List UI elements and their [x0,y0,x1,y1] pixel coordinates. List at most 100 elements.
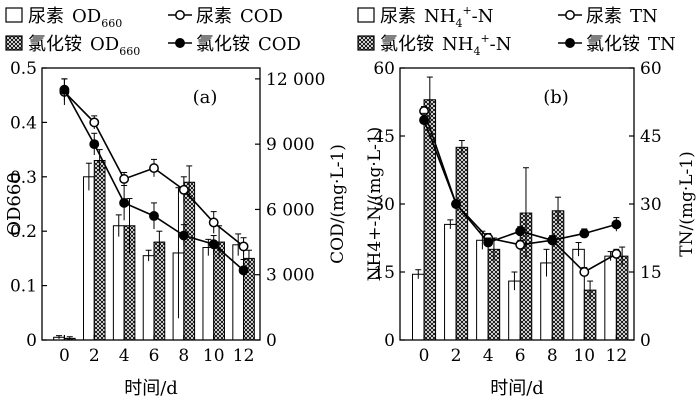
legend-text-part: 尿素 [380,6,416,27]
legend-label: 尿素 COD [196,6,283,27]
legend-text-part: 尿素 [28,6,64,27]
y-tick-label-left: 0 [26,331,37,351]
legend-text-part: 尿素 [586,6,622,27]
x-tick-label: 10 [203,346,225,366]
legend-label: 尿素 TN [586,6,658,27]
x-tick-label: 4 [119,346,130,366]
x-axis-title: 时间/d [490,378,544,399]
nh4cl-bar [551,210,565,341]
y-tick-label-right: 60 [640,59,662,79]
nh4cl-point [483,237,494,248]
y-tick-label-left: 0.3 [10,168,37,188]
x-tick-label: 12 [233,346,255,366]
nh4cl-point [579,228,590,239]
legend-swatch-open [357,7,375,23]
nh4cl-point [119,197,130,208]
plot-frame [41,67,261,341]
x-tick-label: 12 [606,346,628,366]
nh4cl-point [419,115,429,126]
legend-text-part: NH [442,34,473,55]
legend-label: 尿素 NH4+-N [380,4,494,30]
legend-text-part: 660 [119,45,140,58]
urea-bar [142,255,155,341]
legend-text-part: 4 [473,45,480,58]
y-tick-label-left: 0.4 [10,113,37,133]
y-tick-label-left: 0.5 [10,59,37,79]
legend-label: 氯化铵 NH4+-N [380,32,512,58]
nh4cl-point [89,139,100,150]
y-tick-label-right: 3 000 [266,266,315,286]
urea-bar [604,255,617,341]
legend-marker [175,38,185,48]
legend-label: 尿素 OD660 [28,6,122,30]
y-axis-title-left: OD660 [4,172,25,236]
urea-bar [476,239,489,341]
y-tick-label-left: 0 [384,331,395,351]
nh4cl-bar [487,248,501,341]
panel-label: (a) [193,87,218,108]
chart-panel-b: 0 2 4 6 8 10 12 0 15 30 45 60 0 15 30 45 60 (b) 时间/d [373,59,661,399]
legend-marker [565,38,575,48]
nh4cl-bar [153,241,166,341]
x-tick-label: 2 [89,346,100,366]
legend-text-part: OD [90,34,119,55]
urea-point [238,241,249,252]
legend-text-part: 氯化铵 [196,34,250,55]
x-tick-label: 6 [149,346,160,366]
nh4cl-bar [615,255,629,341]
legend-marker [175,10,185,20]
urea-point [611,248,622,259]
legend-text-part: 4 [455,17,462,30]
nh4cl-point [178,230,189,241]
legend-text-part: 氯化铵 [380,34,434,55]
legend-swatch-hatched [5,35,23,51]
legend-text-part: TN [648,34,676,55]
nh4cl-bar [183,181,196,341]
legend-text-part: + [462,4,471,17]
panel-label: (b) [543,87,569,108]
nh4cl-point [208,239,219,250]
urea-bar [412,273,425,341]
urea-point [119,174,130,184]
y-tick-label-right: 0 [266,331,277,351]
legend-label: 氯化铵 TN [586,34,676,55]
x-tick-label: 6 [515,346,526,366]
urea-bar [112,225,125,341]
legend-text-part: COD [240,6,283,27]
y-tick-label-right: 9 000 [266,135,315,155]
legend-marker [565,10,575,20]
y-axis-title-right: TN/(mg·L-1) [677,151,697,256]
y-tick-label-right: 30 [640,195,662,215]
nh4cl-point [547,235,558,246]
legend-text-part: NH [424,6,455,27]
y-tick-label-left: 15 [373,263,395,283]
y-tick-label-right: 12 000 [266,70,325,90]
urea-bar [444,223,457,341]
legend-text-part: -N [472,6,494,27]
legend-label: 氯化铵 OD660 [28,34,140,58]
y-tick-label-right: 45 [640,127,662,147]
y-axis-title-right: COD/(mg·L-1) [328,144,348,264]
nh4cl-bar [93,159,106,341]
urea-point [149,163,159,174]
y-tick-label-left: 0.2 [10,222,37,242]
legend-text-part: TN [630,6,658,27]
urea-bar [83,176,95,341]
nh4cl-point [515,226,526,237]
x-tick-label: 4 [483,346,494,366]
nh4cl-point [59,84,70,95]
urea-bar [202,247,215,341]
x-tick-label: 8 [178,346,189,366]
urea-point [515,239,526,250]
nh4cl-point [611,219,622,230]
y-tick-label-right: 0 [640,331,651,351]
x-tick-label: 0 [419,346,430,366]
legend-text-part: COD [258,34,301,55]
nh4cl-bar [455,146,469,341]
legend-swatch-hatched [357,35,375,51]
nh4cl-point [149,211,159,221]
legend-text-part: OD [72,6,101,27]
nh4cl-point [238,265,249,276]
